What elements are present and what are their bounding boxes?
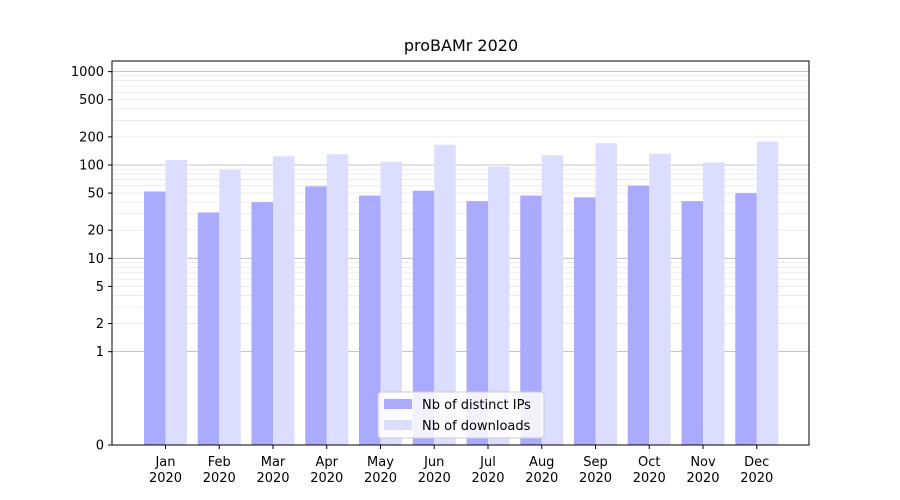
legend-swatch [384,399,412,409]
y-tick-label: 200 [79,130,104,145]
x-tick-label-year: 2020 [203,471,236,486]
x-tick-label-year: 2020 [579,471,612,486]
legend-swatch [384,420,412,430]
bar-ips [412,190,435,445]
x-tick-label-month: Jul [479,455,496,470]
x-tick-label-year: 2020 [525,471,558,486]
x-tick-label-year: 2020 [740,471,773,486]
bar-downloads [649,153,671,445]
x-tick-label-month: Dec [744,455,769,470]
x-tick-label-month: Jan [154,455,175,470]
x-tick-label-month: Aug [529,455,554,470]
bar-ips [627,185,650,445]
bar-downloads [380,161,402,446]
bar-downloads [165,160,187,446]
x-tick-label-year: 2020 [256,471,289,486]
y-tick-label: 20 [87,224,104,239]
legend-label: Nb of distinct IPs [422,398,531,413]
x-tick-label-month: Mar [261,455,286,470]
x-tick-label-year: 2020 [633,471,666,486]
x-tick-label-year: 2020 [364,471,397,486]
x-tick-label-year: 2020 [686,471,719,486]
bar-downloads [703,162,725,445]
x-axis: Jan2020Feb2020Mar2020Apr2020May2020Jun20… [149,445,773,486]
bar-downloads [541,155,564,446]
y-tick-label: 0 [96,439,104,454]
y-tick-label: 500 [79,93,104,108]
bar-ips [735,193,757,445]
x-tick-label-year: 2020 [310,471,343,486]
x-tick-label-month: Nov [690,455,716,470]
bar-ips [305,186,327,445]
bars [144,141,779,446]
x-tick-label-month: Sep [583,455,608,470]
plot-frame [111,60,810,446]
bar-ips [144,191,166,445]
bar-downloads [219,170,241,445]
x-tick-label-month: Feb [208,455,231,470]
y-tick-label: 1 [96,345,104,360]
bar-ips [574,197,596,445]
legend: Nb of distinct IPs Nb of downloads [377,391,545,439]
bar-downloads [273,156,295,445]
bar-ips [466,201,488,445]
bar-downloads [756,141,779,445]
chart-title: proBAMr 2020 [404,36,518,55]
x-tick-label-month: Jun [423,455,444,470]
x-tick-label-month: Oct [638,455,660,470]
y-tick-label: 50 [87,187,104,202]
bar-ips [520,195,542,445]
y-tick-label: 1000 [71,65,104,80]
x-tick-label-year: 2020 [149,471,182,486]
bar-downloads [434,144,456,445]
bar-ips [681,201,703,445]
bar-downloads [595,143,617,446]
legend-label: Nb of downloads [422,419,531,434]
x-tick-label-month: Apr [316,455,339,470]
legend-box [377,391,545,439]
y-tick-label: 10 [87,252,104,267]
x-tick-label-year: 2020 [418,471,451,486]
x-tick-label-year: 2020 [471,471,504,486]
x-tick-label-month: May [367,455,394,470]
bar-ips [197,212,220,445]
y-tick-label: 100 [79,158,104,173]
bar-downloads [488,166,510,445]
y-tick-label: 2 [96,317,104,332]
y-axis: 0 1 2 5 10 20 50 100 200 500 1000 [71,65,112,454]
y-tick-label: 5 [96,280,104,295]
bar-downloads [326,154,349,445]
bar-ips [251,202,273,445]
bar-ips [359,195,381,445]
